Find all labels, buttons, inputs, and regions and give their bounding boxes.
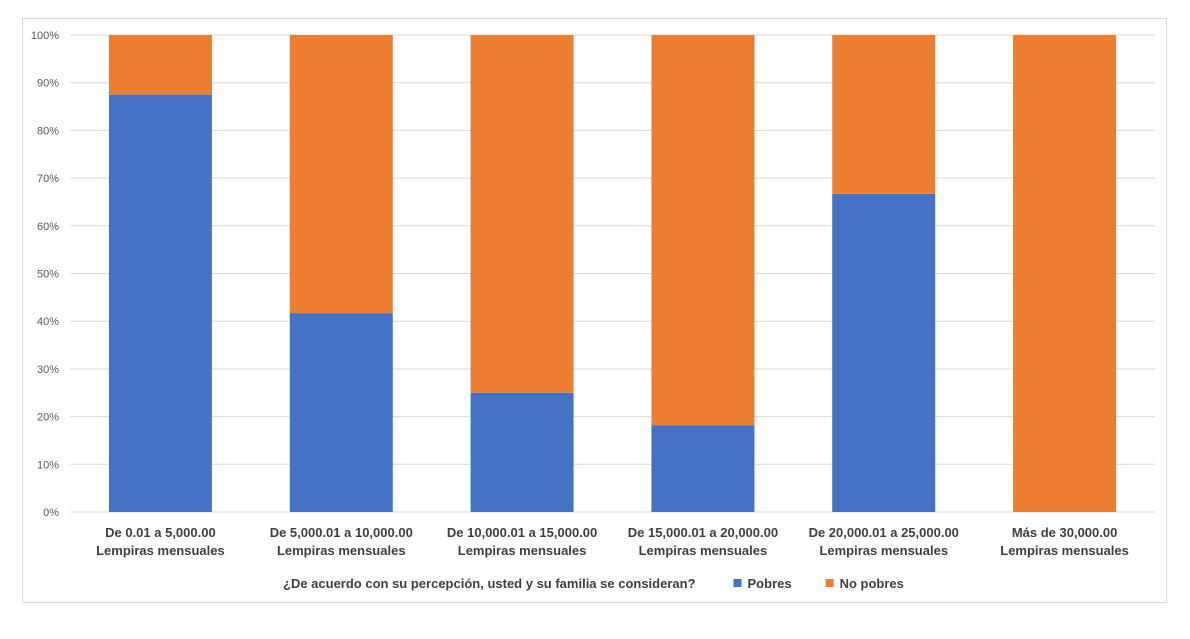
x-category-label: Más de 30,000.00 bbox=[1012, 525, 1118, 540]
y-axis-ticks: 0% 10% 20% 30% 40% 50% 60% 70% 80% 90% 100% bbox=[31, 30, 59, 519]
gridlines bbox=[70, 34, 1155, 513]
y-tick-label: 20% bbox=[37, 412, 59, 424]
x-category-label: Lempiras mensuales bbox=[277, 543, 406, 558]
bar-segment bbox=[832, 35, 936, 194]
x-category-label: Lempiras mensuales bbox=[96, 543, 225, 558]
y-tick-label: 30% bbox=[37, 364, 59, 376]
chart-frame: 0% 10% 20% 30% 40% 50% 60% 70% 80% 90% 100% De 0.0… bbox=[22, 18, 1167, 603]
legend-swatch bbox=[825, 579, 834, 587]
y-tick-label: 70% bbox=[37, 173, 59, 185]
y-tick-label: 0% bbox=[43, 507, 59, 519]
bar-segment bbox=[1013, 35, 1117, 512]
x-category-label: De 10,000.01 a 15,000.00 bbox=[447, 525, 597, 540]
bars bbox=[108, 35, 1117, 512]
bar-segment bbox=[651, 425, 755, 512]
y-tick-label: 100% bbox=[31, 30, 59, 42]
bar-segment bbox=[108, 35, 212, 95]
bar-segment bbox=[289, 313, 393, 512]
bar-segment bbox=[832, 193, 936, 512]
stacked-bar-chart: 0% 10% 20% 30% 40% 50% 60% 70% 80% 90% 100% De 0.0… bbox=[31, 30, 1155, 591]
legend-swatch bbox=[733, 579, 742, 587]
x-category-label: Lempiras mensuales bbox=[1000, 543, 1129, 558]
x-category-label: De 15,000.01 a 20,000.00 bbox=[628, 525, 778, 540]
y-tick-label: 40% bbox=[37, 316, 59, 328]
bar-segment bbox=[470, 35, 574, 393]
y-tick-label: 10% bbox=[37, 459, 59, 471]
bar-segment bbox=[470, 392, 574, 512]
x-category-label: De 0.01 a 5,000.00 bbox=[105, 525, 216, 540]
x-category-label: Lempiras mensuales bbox=[639, 543, 768, 558]
x-category-label: De 5,000.01 a 10,000.00 bbox=[270, 525, 413, 540]
legend-label: No pobres bbox=[840, 576, 904, 591]
x-category-label: De 20,000.01 a 25,000.00 bbox=[809, 525, 959, 540]
x-category-label: Lempiras mensuales bbox=[458, 543, 587, 558]
legend-title: ¿De acuerdo con su percepción, usted y s… bbox=[283, 576, 696, 591]
legend-label: Pobres bbox=[748, 576, 792, 591]
y-tick-label: 80% bbox=[37, 125, 59, 137]
y-tick-label: 50% bbox=[37, 269, 59, 281]
y-tick-label: 90% bbox=[37, 78, 59, 90]
bar-segment bbox=[289, 35, 393, 314]
x-category-label: Lempiras mensuales bbox=[819, 543, 948, 558]
bar-segment bbox=[651, 35, 755, 426]
x-axis-categories: De 0.01 a 5,000.00 Lempiras mensuales De 5… bbox=[96, 525, 1129, 558]
bar-segment bbox=[108, 94, 212, 512]
legend: ¿De acuerdo con su percepción, usted y s… bbox=[283, 576, 904, 591]
y-tick-label: 60% bbox=[37, 221, 59, 233]
